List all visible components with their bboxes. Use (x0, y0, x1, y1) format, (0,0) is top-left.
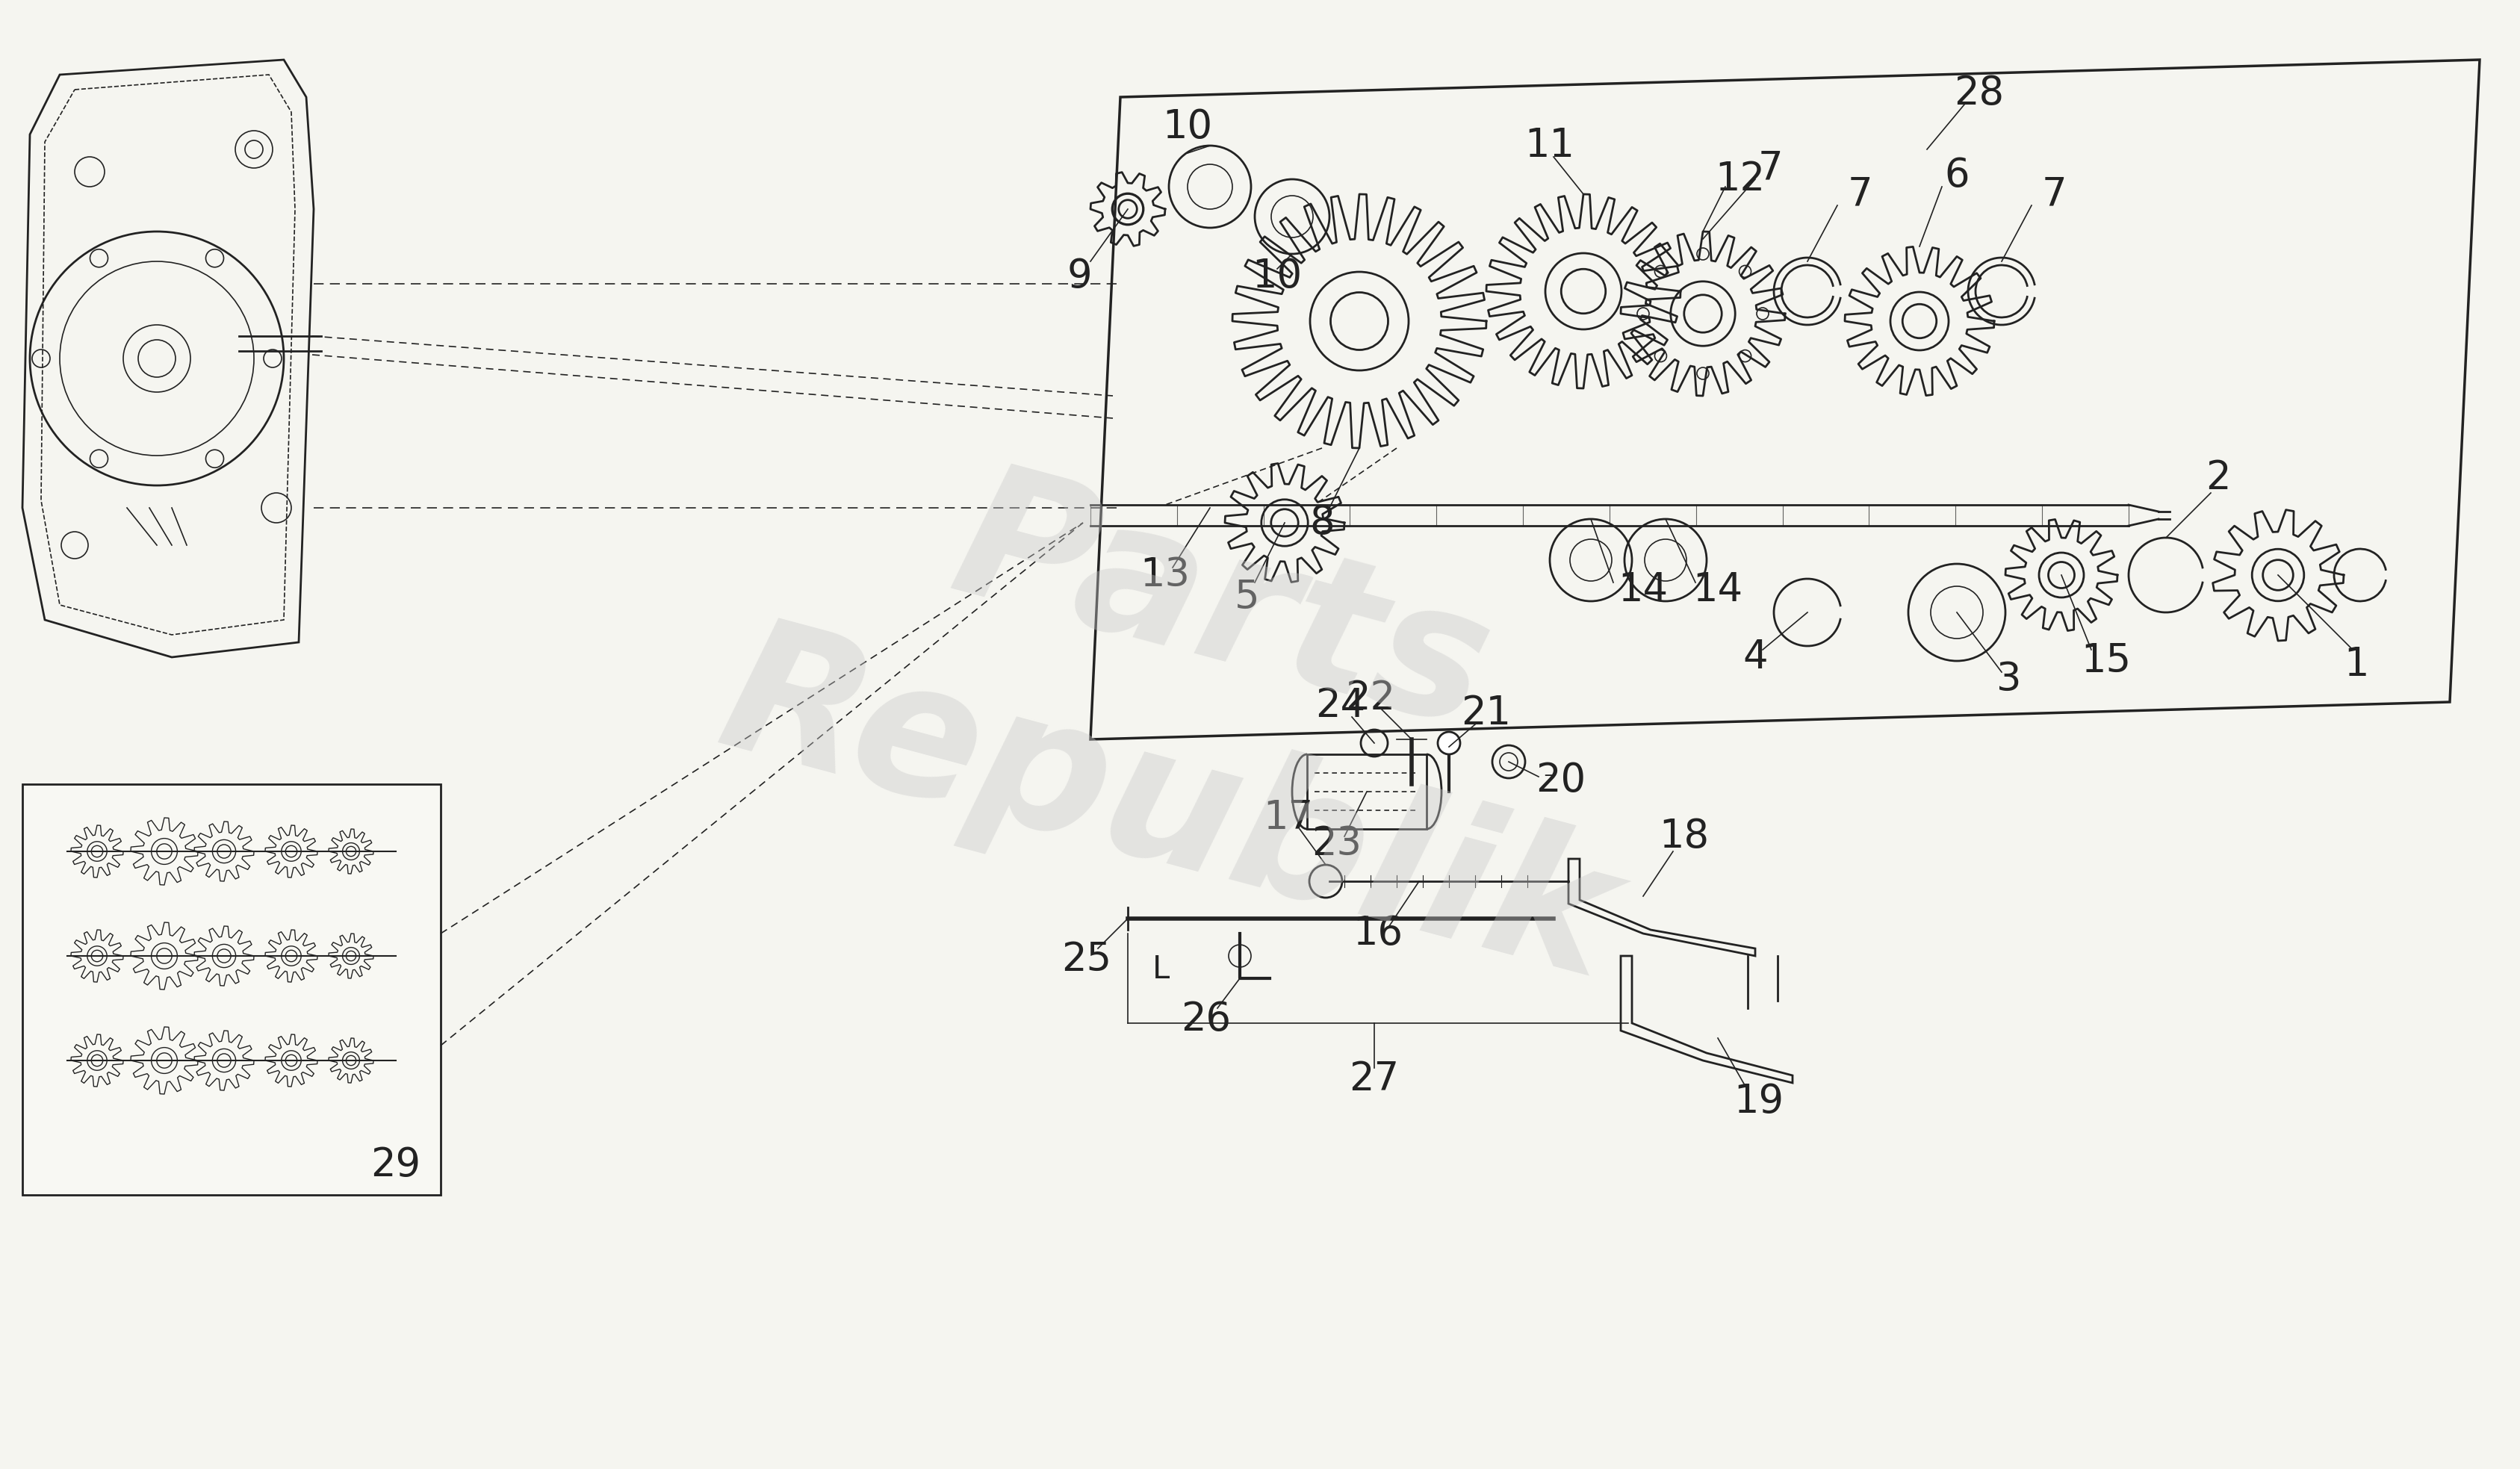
Text: 22: 22 (1346, 679, 1396, 718)
Text: 6: 6 (1945, 156, 1971, 195)
Text: 12: 12 (1716, 160, 1767, 198)
Bar (1308, 754, 1426, 829)
Text: 24: 24 (1315, 686, 1366, 726)
Text: 1: 1 (2344, 645, 2369, 685)
Circle shape (1439, 732, 1459, 754)
Text: 7: 7 (1847, 175, 1872, 213)
Text: 27: 27 (1348, 1059, 1399, 1099)
Text: 20: 20 (1535, 761, 1585, 799)
Text: L: L (1152, 953, 1169, 986)
Bar (23, 784, 441, 1194)
Text: 29: 29 (370, 1146, 421, 1184)
Text: 21: 21 (1462, 693, 1512, 733)
Text: 25: 25 (1061, 940, 1111, 978)
Text: 14: 14 (1693, 570, 1744, 610)
Text: 8: 8 (1310, 504, 1336, 542)
Text: 18: 18 (1658, 817, 1709, 856)
Text: 10: 10 (1162, 107, 1212, 147)
Text: ─: ─ (1545, 770, 1555, 784)
Text: 15: 15 (2082, 642, 2132, 680)
Text: Parts
Republik: Parts Republik (703, 403, 1686, 1017)
Text: 7: 7 (2041, 175, 2066, 213)
Text: 5: 5 (1235, 577, 1260, 617)
Text: 3: 3 (1996, 660, 2021, 699)
Text: 23: 23 (1313, 824, 1361, 864)
Text: 26: 26 (1182, 1000, 1232, 1039)
Text: 2: 2 (2205, 458, 2230, 498)
Text: 9: 9 (1066, 257, 1091, 295)
Text: 28: 28 (1953, 73, 2003, 113)
Text: 4: 4 (1744, 638, 1767, 677)
Text: 17: 17 (1263, 798, 1313, 837)
Text: 13: 13 (1139, 555, 1189, 595)
Text: 16: 16 (1353, 914, 1404, 953)
Text: 7: 7 (1756, 148, 1782, 188)
Text: 10: 10 (1252, 257, 1303, 295)
Text: 14: 14 (1618, 570, 1668, 610)
Text: 11: 11 (1525, 126, 1575, 165)
Text: 19: 19 (1734, 1083, 1784, 1121)
